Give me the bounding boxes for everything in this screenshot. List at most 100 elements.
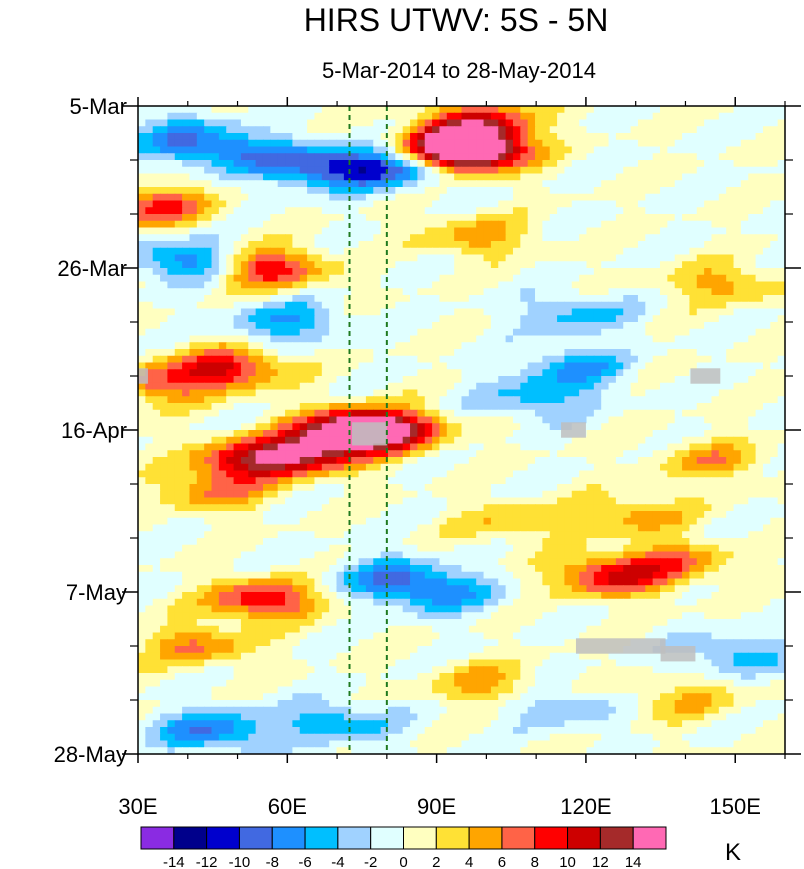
heatmap-cell — [689, 322, 698, 330]
heatmap-cell — [277, 139, 286, 148]
heatmap-cell — [211, 112, 220, 121]
heatmap-cell — [336, 200, 345, 208]
heatmap-cell — [189, 295, 198, 303]
heatmap-cell — [417, 295, 426, 303]
heatmap-cell — [292, 349, 301, 357]
heatmap-cell — [343, 153, 352, 161]
heatmap-cell — [211, 389, 220, 397]
heatmap-cell — [145, 335, 154, 343]
heatmap-cell — [615, 133, 624, 141]
heatmap-cell — [615, 443, 624, 451]
heatmap-cell — [498, 450, 507, 458]
heatmap-cell — [535, 301, 543, 310]
heatmap-cell — [733, 281, 742, 289]
heatmap-cell — [314, 477, 323, 485]
heatmap-cell — [329, 274, 338, 283]
heatmap-cell — [667, 396, 676, 404]
heatmap-cell — [270, 396, 279, 404]
heatmap-cell — [542, 382, 551, 391]
heatmap-cell — [218, 362, 227, 370]
heatmap-cell — [468, 443, 477, 451]
heatmap-cell — [432, 153, 441, 161]
heatmap-cell — [586, 214, 595, 222]
heatmap-cell — [637, 227, 646, 235]
heatmap-cell — [762, 261, 771, 269]
heatmap-cell — [623, 281, 632, 289]
heatmap-cell — [571, 328, 580, 337]
heatmap-cell — [211, 484, 220, 492]
heatmap-cell — [189, 214, 198, 222]
heatmap-cell — [689, 187, 698, 195]
heatmap-cell — [601, 382, 610, 391]
heatmap-cell — [549, 146, 558, 154]
heatmap-cell — [718, 126, 727, 134]
heatmap-cell — [138, 328, 146, 337]
heatmap-cell — [652, 220, 661, 229]
heatmap-cell — [410, 153, 418, 161]
heatmap-cell — [490, 160, 499, 168]
heatmap-cell — [270, 234, 279, 242]
heatmap-cell — [152, 349, 161, 357]
heatmap-cell — [564, 193, 573, 202]
heatmap-cell — [571, 322, 580, 330]
heatmap-cell — [711, 335, 720, 343]
heatmap-cell — [439, 430, 448, 438]
heatmap-cell — [454, 382, 463, 391]
heatmap-cell — [461, 477, 470, 485]
heatmap-cell — [174, 281, 183, 289]
heatmap-cell — [777, 112, 785, 121]
heatmap-cell — [307, 328, 316, 337]
heatmap-cell — [285, 463, 293, 472]
heatmap-cell — [755, 315, 764, 323]
heatmap-cell — [498, 112, 507, 121]
heatmap-cell — [145, 247, 154, 256]
heatmap-cell — [770, 389, 779, 397]
heatmap-cell — [292, 234, 301, 242]
heatmap-cell — [498, 133, 507, 141]
heatmap-cell — [410, 119, 418, 127]
heatmap-cell — [726, 457, 735, 465]
heatmap-cell — [593, 484, 602, 492]
heatmap-cell — [446, 173, 455, 181]
heatmap-cell — [667, 295, 676, 303]
heatmap-cell — [608, 254, 617, 262]
heatmap-cell — [571, 355, 580, 364]
heatmap-cell — [461, 193, 470, 202]
heatmap-cell — [476, 443, 485, 451]
heatmap-cell — [410, 261, 418, 269]
heatmap-cell — [579, 436, 588, 445]
heatmap-cell — [196, 207, 205, 215]
heatmap-cell — [704, 126, 713, 134]
heatmap-cell — [255, 443, 264, 451]
heatmap-cell — [770, 295, 779, 303]
heatmap-cell — [152, 126, 161, 134]
heatmap-cell — [314, 288, 323, 296]
heatmap-cell — [601, 146, 610, 154]
heatmap-cell — [160, 470, 169, 478]
heatmap-cell — [461, 382, 470, 391]
heatmap-cell — [174, 436, 183, 445]
heatmap-cell — [748, 153, 757, 161]
heatmap-cell — [218, 139, 227, 148]
heatmap-cell — [520, 153, 529, 161]
heatmap-cell — [615, 396, 624, 404]
heatmap-cell — [270, 193, 279, 202]
heatmap-cell — [637, 193, 646, 202]
heatmap-cell — [483, 396, 492, 404]
heatmap-cell — [586, 220, 595, 229]
heatmap-cell — [557, 106, 566, 114]
heatmap-cell — [564, 112, 573, 121]
heatmap-cell — [726, 173, 735, 181]
heatmap-cell — [321, 234, 330, 242]
heatmap-cell — [557, 376, 566, 384]
heatmap-cell — [160, 443, 169, 451]
heatmap-cell — [380, 443, 389, 451]
heatmap-cell — [608, 227, 617, 235]
heatmap-cell — [395, 193, 404, 202]
heatmap-cell — [762, 227, 771, 235]
heatmap-cell — [167, 463, 176, 472]
heatmap-cell — [145, 166, 154, 175]
heatmap-cell — [285, 396, 293, 404]
heatmap-cell — [557, 382, 566, 391]
heatmap-cell — [226, 241, 235, 249]
